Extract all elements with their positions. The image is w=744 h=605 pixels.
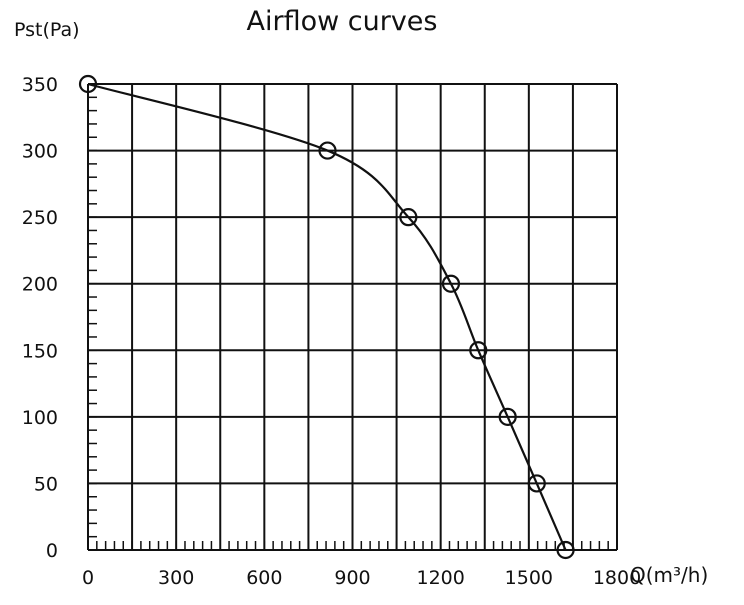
y-tick-label: 350 bbox=[22, 74, 58, 96]
data-point bbox=[78, 74, 98, 94]
y-tick-label: 50 bbox=[34, 473, 58, 495]
x-tick-label: 1500 bbox=[505, 567, 553, 589]
data-point bbox=[318, 141, 337, 160]
data-point bbox=[441, 274, 461, 293]
x-tick-label: 1200 bbox=[416, 567, 464, 589]
series-line bbox=[87, 82, 567, 551]
chart-title: Airflow curves bbox=[247, 6, 438, 37]
y-tick-label: 0 bbox=[46, 540, 58, 562]
x-tick-label: 300 bbox=[158, 567, 194, 589]
y-tick-label: 300 bbox=[22, 141, 58, 163]
x-tick-label: 600 bbox=[246, 567, 282, 589]
y-axis-label: Pst(Pa) bbox=[14, 19, 80, 41]
data-point bbox=[527, 474, 546, 493]
x-axis-label: Q(m³/h) bbox=[630, 563, 708, 587]
data-point bbox=[498, 407, 517, 426]
x-tick-label: 0 bbox=[82, 567, 94, 589]
x-tick-label: 1800 bbox=[593, 567, 641, 589]
y-tick-label: 150 bbox=[22, 340, 58, 362]
x-tick-label: 900 bbox=[334, 567, 370, 589]
data-point bbox=[469, 341, 488, 360]
y-tick-label: 200 bbox=[22, 274, 58, 296]
y-tick-label: 100 bbox=[22, 407, 58, 429]
y-tick-label: 250 bbox=[22, 207, 58, 229]
data-point bbox=[556, 540, 575, 560]
data-point bbox=[399, 208, 418, 227]
